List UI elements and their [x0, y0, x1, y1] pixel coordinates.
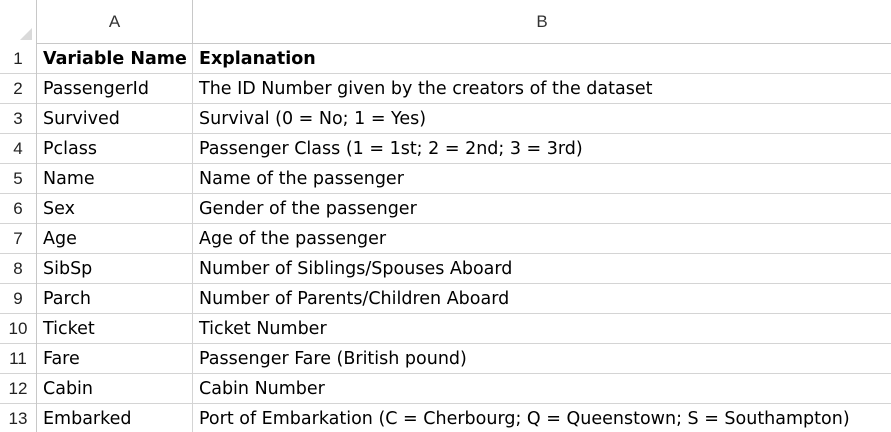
table-row: 1 Variable Name Explanation [0, 44, 891, 74]
table-row: 11 Fare Passenger Fare (British pound) [0, 344, 891, 374]
cell-b[interactable]: Port of Embarkation (C = Cherbourg; Q = … [199, 409, 850, 429]
column-header-a[interactable]: A [37, 0, 193, 43]
table-row: 12 Cabin Cabin Number [0, 374, 891, 404]
table-row: 2 PassengerId The ID Number given by the… [0, 74, 891, 104]
cell-b[interactable]: Name of the passenger [199, 169, 404, 189]
cell-a[interactable]: Parch [37, 284, 193, 314]
select-all-button[interactable] [0, 0, 37, 44]
row-header[interactable]: 5 [0, 164, 37, 194]
row-header[interactable]: 12 [0, 374, 37, 404]
row-header[interactable]: 1 [0, 44, 37, 74]
row-header[interactable]: 8 [0, 254, 37, 284]
select-all-triangle-icon [20, 28, 32, 40]
row-header[interactable]: 9 [0, 284, 37, 314]
cell-a[interactable]: Name [37, 164, 193, 194]
table-row: 4 Pclass Passenger Class (1 = 1st; 2 = 2… [0, 134, 891, 164]
cell-b[interactable]: The ID Number given by the creators of t… [199, 79, 653, 99]
cell-b[interactable]: Gender of the passenger [199, 199, 417, 219]
cell-b[interactable]: Number of Siblings/Spouses Aboard [199, 259, 513, 279]
cell-a[interactable]: Sex [37, 194, 193, 224]
cell-a[interactable]: SibSp [37, 254, 193, 284]
row-header[interactable]: 7 [0, 224, 37, 254]
table-row: 8 SibSp Number of Siblings/Spouses Aboar… [0, 254, 891, 284]
table-row: 7 Age Age of the passenger [0, 224, 891, 254]
row-header[interactable]: 2 [0, 74, 37, 104]
table-row: 9 Parch Number of Parents/Children Aboar… [0, 284, 891, 314]
cell-a[interactable]: PassengerId [37, 74, 193, 104]
column-header-b[interactable]: B [536, 11, 548, 31]
row-header[interactable]: 10 [0, 314, 37, 344]
cell-b[interactable]: Number of Parents/Children Aboard [199, 289, 510, 309]
table-row: 5 Name Name of the passenger [0, 164, 891, 194]
row-header[interactable]: 13 [0, 404, 37, 432]
cell-b[interactable]: Cabin Number [199, 379, 325, 399]
table-row: 6 Sex Gender of the passenger [0, 194, 891, 224]
row-header[interactable]: 6 [0, 194, 37, 224]
table-row: 13 Embarked Port of Embarkation (C = Che… [0, 404, 891, 432]
cell-a[interactable]: Fare [37, 344, 193, 374]
cell-a[interactable]: Pclass [37, 134, 193, 164]
cell-a[interactable]: Ticket [37, 314, 193, 344]
cell-b[interactable]: Ticket Number [199, 319, 327, 339]
cell-a[interactable]: Embarked [37, 404, 193, 432]
cell-a[interactable]: Age [37, 224, 193, 254]
cell-b[interactable]: Passenger Fare (British pound) [199, 349, 467, 369]
cell-b[interactable]: Age of the passenger [199, 229, 387, 249]
cell-a[interactable]: Cabin [37, 374, 193, 404]
cell-grid: 1 Variable Name Explanation 2 PassengerI… [0, 44, 891, 432]
column-header-row: A B [0, 0, 891, 44]
cell-a[interactable]: Variable Name [37, 44, 193, 74]
table-row: 3 Survived Survival (0 = No; 1 = Yes) [0, 104, 891, 134]
row-header[interactable]: 4 [0, 134, 37, 164]
cell-a[interactable]: Survived [37, 104, 193, 134]
cell-b[interactable]: Explanation [199, 49, 316, 69]
row-header[interactable]: 11 [0, 344, 37, 374]
cell-b[interactable]: Passenger Class (1 = 1st; 2 = 2nd; 3 = 3… [199, 139, 583, 159]
row-header[interactable]: 3 [0, 104, 37, 134]
cell-b[interactable]: Survival (0 = No; 1 = Yes) [199, 109, 427, 129]
table-row: 10 Ticket Ticket Number [0, 314, 891, 344]
